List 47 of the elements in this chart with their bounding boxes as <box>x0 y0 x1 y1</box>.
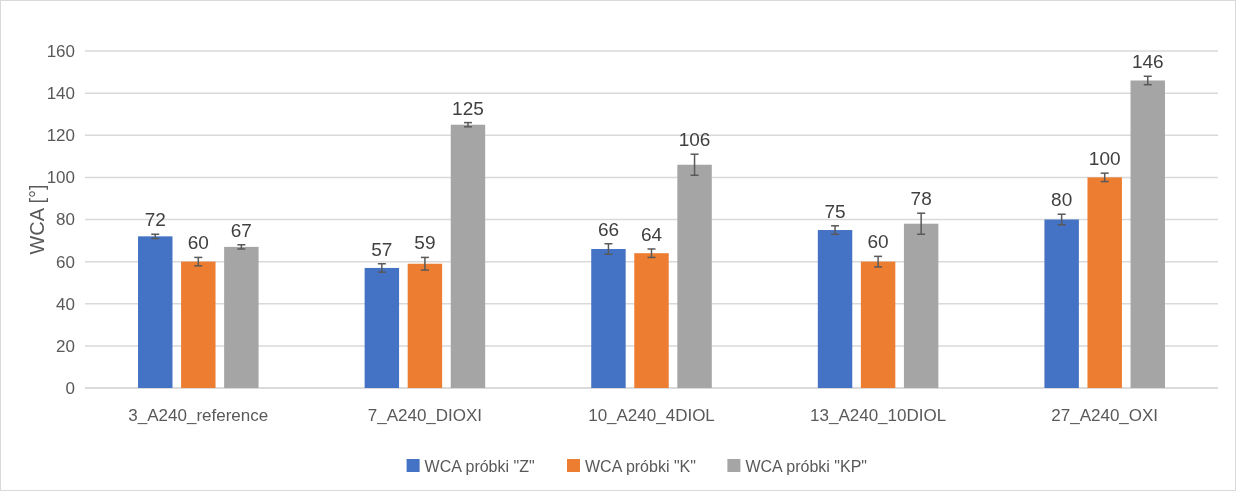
data-label: 57 <box>371 238 393 260</box>
y-tick-label: 120 <box>46 126 75 146</box>
bar <box>1044 219 1079 388</box>
bar <box>181 261 216 388</box>
data-label: 66 <box>597 218 620 240</box>
y-tick-label: 40 <box>56 294 75 314</box>
data-label: 100 <box>1088 148 1121 170</box>
data-label: 146 <box>1131 51 1164 73</box>
bar <box>903 223 939 388</box>
x-tick-label: 13_A240_10DIOL <box>810 406 947 425</box>
y-tick-label: 20 <box>56 336 75 356</box>
y-tick-label: 80 <box>56 210 75 230</box>
bar <box>138 236 173 388</box>
x-tick-label: 3_A240_reference <box>128 406 269 425</box>
legend-label: WCA próbki "K" <box>585 457 696 475</box>
bar <box>407 263 443 388</box>
bar <box>450 124 486 388</box>
bar <box>860 261 896 388</box>
bar <box>677 164 712 388</box>
y-tick-label: 140 <box>46 84 75 104</box>
y-tick-label: 160 <box>46 41 75 61</box>
bar <box>817 230 853 388</box>
data-label: 80 <box>1051 189 1073 211</box>
data-label: 60 <box>867 231 889 253</box>
x-tick-label: 10_A240_4DIOL <box>588 406 715 425</box>
data-label: 59 <box>414 232 436 254</box>
data-label: 125 <box>452 97 484 119</box>
y-axis-title: WCA [°] <box>26 184 48 255</box>
bar <box>1130 80 1165 388</box>
data-label: 106 <box>678 129 711 151</box>
data-label: 75 <box>824 200 846 222</box>
bar <box>364 267 400 388</box>
legend-label: WCA próbki "KP" <box>745 457 868 475</box>
bar <box>224 246 259 388</box>
data-label: 60 <box>187 232 209 254</box>
y-tick-label: 0 <box>65 378 75 398</box>
x-tick-label: 27_A240_OXI <box>1051 406 1159 425</box>
data-label: 72 <box>144 209 166 231</box>
bar <box>591 248 626 388</box>
y-tick-label: 60 <box>56 252 75 272</box>
data-label: 78 <box>910 188 932 210</box>
x-tick-label: 7_A240_DIOXI <box>367 406 483 425</box>
bar <box>634 253 669 388</box>
data-label: 67 <box>230 219 252 241</box>
bar <box>1087 177 1122 388</box>
legend-label: WCA próbki "Z" <box>424 457 535 475</box>
data-label: 64 <box>640 223 663 245</box>
